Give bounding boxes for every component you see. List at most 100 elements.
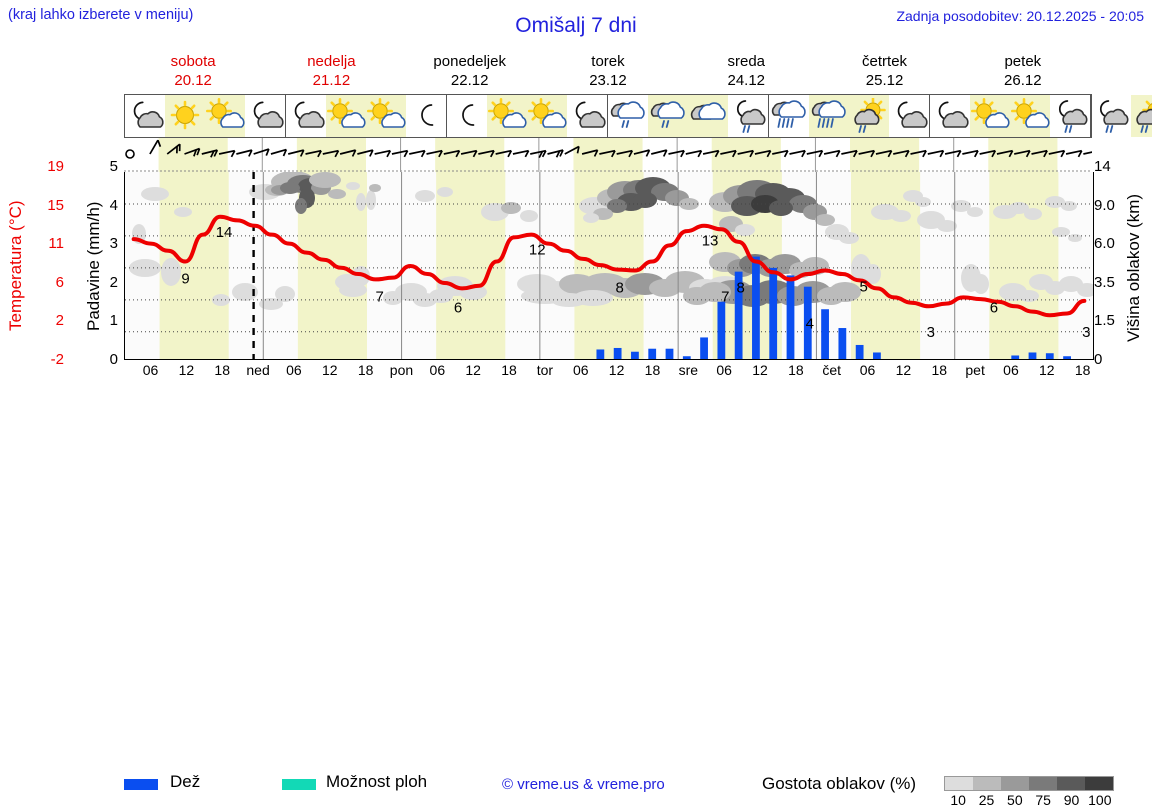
time-tick-label: ned [246, 362, 269, 378]
sun-cloud-drizzle-icon [1131, 98, 1152, 134]
weather-icon-cell [286, 95, 326, 137]
time-tick-label: tor [537, 362, 553, 378]
axis-tick: 1.5 [1094, 314, 1115, 328]
weather-icon-cell [1131, 95, 1152, 137]
day-date: 22.12 [401, 71, 539, 90]
weather-icon-cell [889, 95, 929, 137]
time-tick-label: pet [965, 362, 984, 378]
axis-tick: 14 [1094, 160, 1111, 174]
showers-legend-label: Možnost ploh [326, 772, 427, 792]
cloud-density-legend-label: Gostota oblakov (%) [762, 774, 916, 794]
weather-icon-cell [245, 95, 285, 137]
time-tick-label: sre [679, 362, 698, 378]
time-tick-label: 06 [573, 362, 589, 378]
axis-tick: 1 [110, 314, 118, 328]
weather-icon-cell [125, 95, 165, 137]
cloud-drizzle-icon [608, 98, 648, 134]
svg-text:12: 12 [529, 242, 546, 259]
sun-cloud-icon [366, 98, 406, 134]
axis-tick: 15 [47, 199, 64, 213]
cloud-density-step [1029, 777, 1057, 790]
icon-day-torek [608, 95, 769, 137]
svg-text:6: 6 [990, 299, 998, 316]
cloud-density-colorbar [944, 776, 1114, 791]
svg-text:13: 13 [702, 233, 719, 250]
moon-cloud-drizzle-icon [1091, 98, 1131, 134]
copyright-text[interactable]: © vreme.us & vreme.pro [502, 776, 665, 793]
day-date: 20.12 [124, 71, 262, 90]
weather-icon-strip [124, 94, 1092, 138]
day-date: 23.12 [539, 71, 677, 90]
sun-cloud-icon [487, 98, 527, 134]
weather-icon-cell [326, 95, 366, 137]
time-tick-label: 12 [896, 362, 912, 378]
axis-tick: 5 [110, 160, 118, 174]
sun-cloud-drizzle-icon [849, 98, 889, 134]
weather-icon-cell [1091, 95, 1131, 137]
axis-tick: 2 [110, 276, 118, 290]
moon-cloud-drizzle-icon [728, 98, 768, 134]
day-name: ponedeljek [401, 52, 539, 71]
time-tick-label: 18 [931, 362, 947, 378]
cloud-height-axis-title: Višina oblakov (km) [1124, 168, 1144, 368]
cloud-density-step [945, 777, 973, 790]
axis-tick: 0 [1094, 353, 1102, 367]
weather-icon-cell [567, 95, 607, 137]
svg-text:5: 5 [859, 278, 867, 295]
cloud-density-tick: 75 [1035, 792, 1051, 808]
moon-cloud-icon [125, 98, 165, 134]
time-tick-label: 18 [501, 362, 517, 378]
moon-cloud-drizzle-icon [1050, 98, 1090, 134]
svg-text:8: 8 [615, 279, 623, 296]
weather-icon-cell [527, 95, 567, 137]
sun-cloud-icon [1010, 98, 1050, 134]
moon-cloud-icon [286, 98, 326, 134]
axis-tick: 6 [56, 276, 64, 290]
svg-text:3: 3 [1082, 324, 1090, 341]
weather-icon-cell [728, 95, 768, 137]
weather-icon-cell [809, 95, 849, 137]
svg-text:8: 8 [736, 279, 744, 296]
day-name: sreda [677, 52, 815, 71]
weather-icon-cell [205, 95, 245, 137]
time-tick-label: 18 [645, 362, 661, 378]
cloud-density-tick: 25 [979, 792, 995, 808]
moon-icon [406, 98, 446, 134]
last-update-text: Zadnja posodobitev: 20.12.2025 - 20:05 [896, 8, 1144, 24]
cloud-drizzle-icon [648, 98, 688, 134]
icon-day-sreda [769, 95, 930, 137]
svg-text:7: 7 [721, 288, 729, 305]
weather-icon-cell [930, 95, 970, 137]
svg-text:7: 7 [375, 288, 383, 305]
weather-icon-cell [1010, 95, 1050, 137]
precipitation-axis-title: Padavine (mm/h) [84, 170, 104, 362]
time-tick-label: 06 [1003, 362, 1019, 378]
svg-text:6: 6 [454, 299, 462, 316]
icon-day-nedelja [286, 95, 447, 137]
time-tick-label: 06 [430, 362, 446, 378]
time-tick-label: 12 [465, 362, 481, 378]
cloud-density-tick: 90 [1064, 792, 1080, 808]
time-tick-label: 18 [358, 362, 374, 378]
icon-day-petek [1091, 95, 1152, 137]
time-tick-label: 12 [179, 362, 195, 378]
moon-cloud-icon [567, 98, 607, 134]
cloud-density-step [1085, 777, 1113, 790]
svg-text:4: 4 [806, 315, 814, 332]
wind-barb-strip [124, 138, 1092, 172]
legend: Dež Možnost ploh © vreme.us & vreme.pro … [0, 386, 1152, 426]
axis-tick: 2 [56, 314, 64, 328]
rain-swatch [124, 779, 158, 790]
day-date: 25.12 [815, 71, 953, 90]
sun-cloud-icon [326, 98, 366, 134]
weather-icon-cell [648, 95, 688, 137]
axis-tick: 0 [110, 353, 118, 367]
day-name: sobota [124, 52, 262, 71]
day-date: 26.12 [954, 71, 1092, 90]
day-name: nedelja [262, 52, 400, 71]
